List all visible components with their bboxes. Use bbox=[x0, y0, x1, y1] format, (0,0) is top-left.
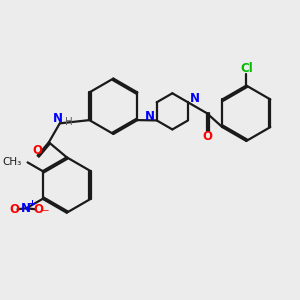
Text: O: O bbox=[34, 203, 44, 216]
Text: −: − bbox=[40, 205, 48, 214]
Text: N: N bbox=[53, 112, 63, 124]
Text: N: N bbox=[189, 92, 200, 105]
Text: O: O bbox=[202, 130, 212, 143]
Text: H: H bbox=[64, 117, 72, 127]
Text: N: N bbox=[145, 110, 155, 123]
Text: +: + bbox=[28, 199, 35, 208]
Text: Cl: Cl bbox=[241, 61, 253, 75]
Text: O: O bbox=[33, 144, 43, 157]
Text: CH₃: CH₃ bbox=[2, 158, 21, 167]
Text: O: O bbox=[9, 203, 19, 216]
Text: N: N bbox=[21, 202, 31, 215]
